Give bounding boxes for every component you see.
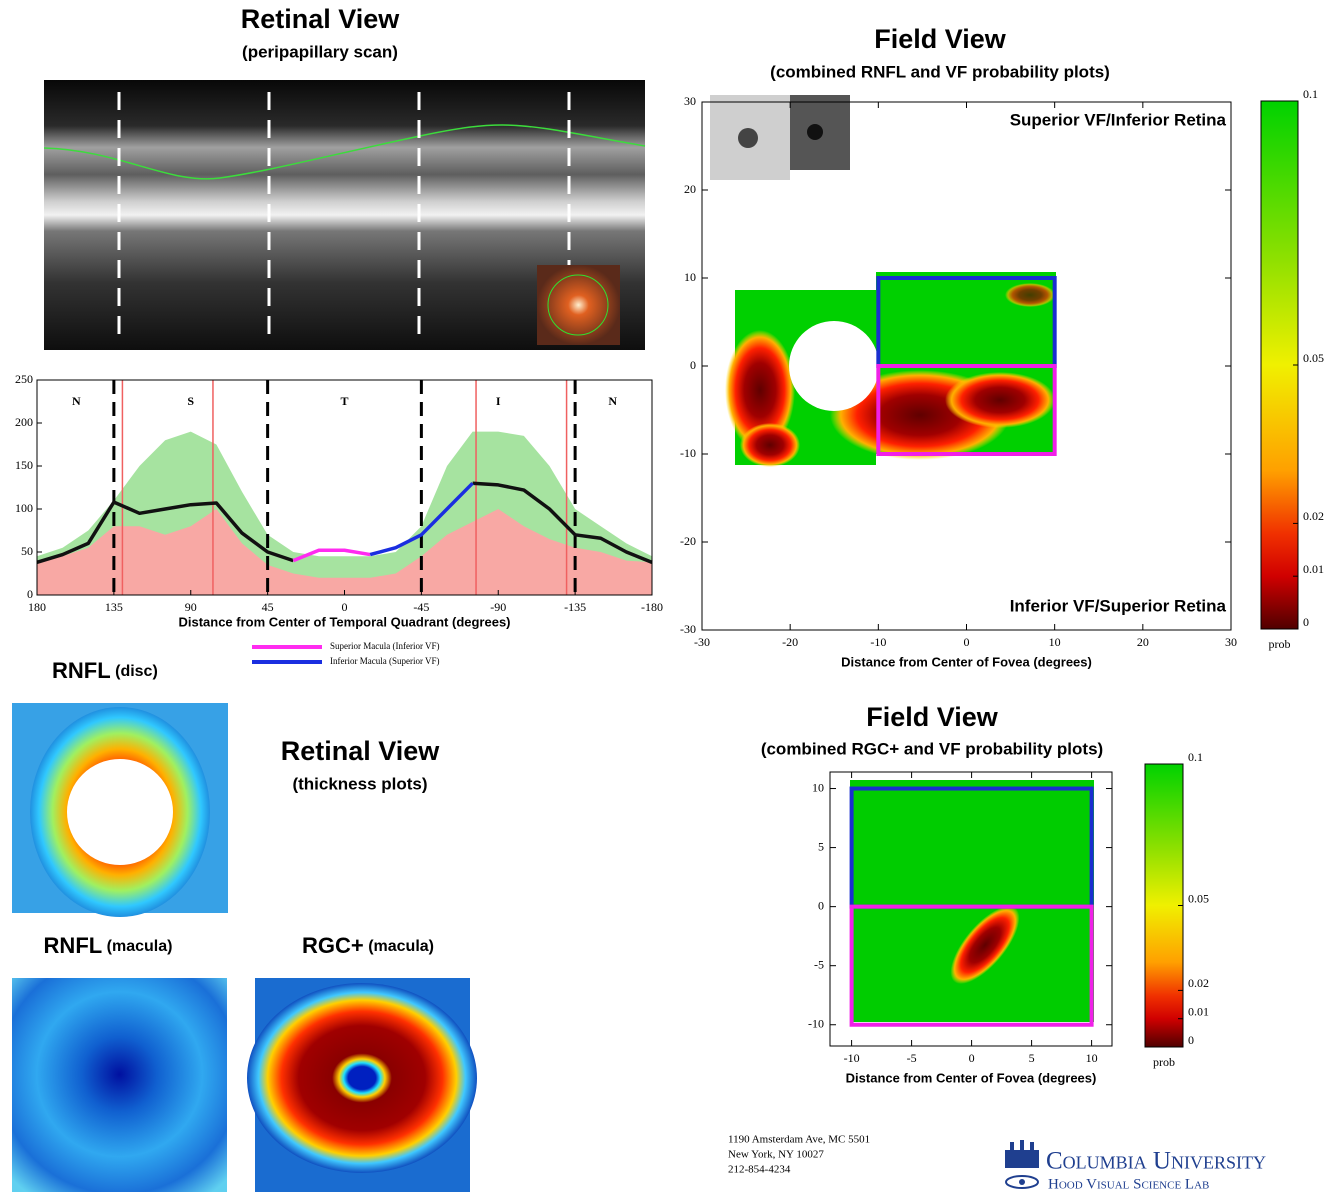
colorbar-label: prob [1153,1055,1175,1069]
x-tick-label: -20 [782,635,798,649]
x-tick-label: 45 [262,600,274,614]
x-tick-label: 0 [964,635,970,649]
field-map-bottom [850,780,1094,1022]
panel-title: RGC+ (macula) [302,933,434,958]
panel-title: RNFL (disc) [52,658,158,683]
sector-label: N [608,394,617,408]
y-tick-label: -20 [680,534,696,548]
logo: Columbia University Hood Visual Science … [1005,1140,1266,1192]
y-tick-label: 0 [818,898,824,912]
sector-label: S [187,394,194,408]
chart-title: Field View [874,24,1007,54]
x-tick-label: 135 [105,600,123,614]
oct-scan [44,80,645,350]
sector-label: T [340,394,348,408]
rgc-macula-map [247,978,477,1192]
y-tick-label: 0 [27,587,33,601]
colorbar-tick-label: 0.05 [1188,891,1209,905]
x-axis-label: Distance from Center of Fovea (degrees) [846,1070,1097,1085]
x-tick-label: 10 [1086,1051,1098,1065]
x-tick-label: 0 [969,1051,975,1065]
section-subtitle: (peripapillary scan) [242,42,398,61]
colorbar-tick-label: 0.01 [1188,1004,1209,1018]
field-map-top [710,95,1056,467]
y-tick-label: 250 [15,372,33,386]
x-tick-label: -10 [844,1051,860,1065]
x-tick-label: -135 [564,600,586,614]
x-axis-label: Distance from Center of Temporal Quadran… [178,614,510,629]
figure: Retinal View (peripapillary scan) RNFL (… [0,0,1341,1192]
svg-text:212-854-4234: 212-854-4234 [728,1164,791,1176]
legend-label: Inferior Macula (Superior VF) [330,656,440,666]
y-tick-label: -5 [814,957,824,971]
y-tick-label: 50 [21,544,33,558]
x-tick-label: -30 [694,635,710,649]
legend-label: Superior Macula (Inferior VF) [330,641,440,651]
x-tick-label: 5 [1029,1051,1035,1065]
y-tick-label: -10 [808,1016,824,1030]
x-axis-label: Distance from Center of Fovea (degrees) [841,654,1092,669]
sector-label: I [496,394,501,408]
x-tick-label: 30 [1225,635,1237,649]
colorbar-tick-label: 0.1 [1188,750,1203,764]
colorbar-tick-label: 0.1 [1303,87,1318,101]
annotation: Superior VF/Inferior Retina [1010,110,1227,129]
x-tick-label: 90 [185,600,197,614]
sector-label: N [72,394,81,408]
x-tick-label: -45 [413,600,429,614]
svg-text:New York, NY 10027: New York, NY 10027 [728,1149,824,1161]
colorbar-tick-label: 0.02 [1188,976,1209,990]
colorbar [1261,101,1298,629]
y-tick-label: -10 [680,446,696,460]
y-tick-label: -30 [680,622,696,636]
colorbar-label: prob [1269,637,1291,651]
y-tick-label: 5 [818,839,824,853]
chart-title: Field View [866,702,999,732]
x-tick-label: 0 [342,600,348,614]
y-tick-label: 200 [15,415,33,429]
y-tick-label: 10 [684,270,696,284]
x-tick-label: -10 [870,635,886,649]
section-title: Retinal View [281,736,441,766]
y-tick-label: 100 [15,501,33,515]
y-tick-label: 30 [684,94,696,108]
chart-subtitle: (combined RNFL and VF probability plots) [770,62,1110,81]
x-tick-label: -180 [641,600,663,614]
panel-title: RNFL (macula) [44,933,173,958]
annotation: Inferior VF/Superior Retina [1010,596,1227,615]
x-tick-label: -5 [907,1051,917,1065]
colorbar-tick-label: 0.02 [1303,509,1324,523]
colorbar [1145,764,1183,1047]
y-tick-label: 10 [812,780,824,794]
section-title: Retinal View [241,4,401,34]
rnfl-macula-map [12,978,227,1192]
colorbar-tick-label: 0.05 [1303,351,1324,365]
svg-text:1190 Amsterdam Ave, MC 5501: 1190 Amsterdam Ave, MC 5501 [728,1134,870,1146]
chart-subtitle: (combined RGC+ and VF probability plots) [761,739,1103,758]
colorbar-tick-label: 0 [1188,1033,1194,1047]
svg-text:Columbia University: Columbia University [1046,1148,1266,1175]
x-tick-label: 10 [1049,635,1061,649]
colorbar-tick-label: 0.01 [1303,562,1324,576]
x-tick-label: -90 [490,600,506,614]
y-tick-label: 150 [15,458,33,472]
x-tick-label: 180 [28,600,46,614]
y-tick-label: 20 [684,182,696,196]
section-subtitle: (thickness plots) [292,774,427,793]
x-tick-label: 20 [1137,635,1149,649]
rnfl-disc-map [12,703,228,917]
address: 1190 Amsterdam Ave, MC 5501 New York, NY… [728,1134,870,1176]
colorbar-tick-label: 0 [1303,615,1309,629]
y-tick-label: 0 [690,358,696,372]
svg-text:Hood Visual Science Lab: Hood Visual Science Lab [1048,1176,1209,1192]
